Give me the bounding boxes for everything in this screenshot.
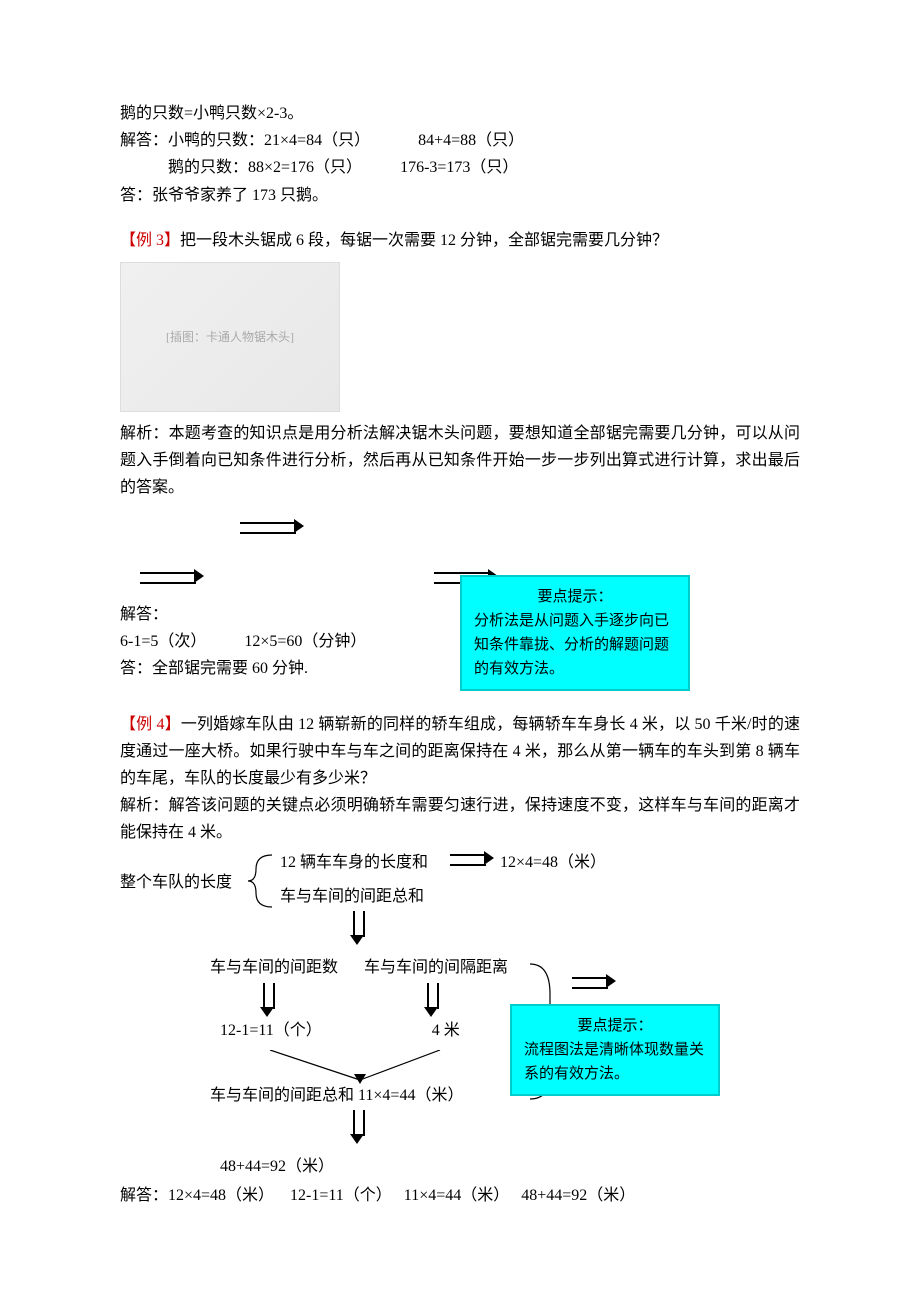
hint1-title: 要点提示：: [474, 585, 676, 609]
ex3-ans-l1a: 6-1=5（次）: [120, 628, 206, 655]
example-3: 【例 3】把一段木头锯成 6 段，每锯一次需要 12 分钟，全部锯完需要几分钟？: [120, 227, 800, 254]
ex4-answer: 解答：12×4=48（米） 12-1=11（个） 11×4=44（米） 48+4…: [120, 1182, 800, 1209]
ex4-row1-top: 12 辆车车身的长度和: [280, 849, 428, 876]
ex3-answer-block: 解答： 6-1=5（次） 12×5=60（分钟） 答：全部锯完需要 60 分钟.…: [120, 601, 800, 711]
intro-line-1: 鹅的只数=小鸭只数×2-3。: [120, 100, 800, 127]
ex4-row4: 车与车间的间距总和 11×4=44（米）: [210, 1082, 463, 1109]
ex4-row2: 车与车间的间距数 车与车间的间隔距离: [210, 954, 800, 981]
ex3-image: [插图：卡通人物锯木头]: [120, 262, 340, 412]
arrow-right-icon: [572, 974, 616, 988]
ex4-tag: 【例 4】: [120, 716, 181, 733]
intro-ans-label: 解答：: [120, 127, 168, 154]
ex4-row1-left: 整个车队的长度: [120, 869, 232, 896]
example-4: 【例 4】一列婚嫁车队由 12 辆崭新的同样的轿车组成，每辆轿车车身长 4 米，…: [120, 711, 800, 793]
hint2-title: 要点提示：: [524, 1014, 706, 1038]
intro-line-2: 解答： 小鸭的只数：21×4=84（只） 84+4=88（只）: [120, 127, 800, 154]
ex4-row1-top-calc: 12×4=48（米）: [500, 849, 606, 876]
arrow-right-icon: [140, 569, 204, 583]
arrow-right-icon: [450, 851, 494, 865]
ex4-analysis: 解析：解答该问题的关键点必须明确轿车需要匀速行进，保持速度不变，这样车与车间的距…: [120, 792, 800, 846]
hint2-body: 流程图法是清晰体现数量关系的有效方法。: [524, 1038, 706, 1086]
arrow-down-icon: [350, 1110, 364, 1144]
hint-box-1: 要点提示： 分析法是从问题入手逐步向已知条件靠拢、分析的解题问题的有效方法。: [460, 575, 690, 691]
intro-l2b: 84+4=88（只）: [418, 127, 524, 154]
ex4-row2-b: 车与车间的间隔距离: [364, 954, 508, 981]
arrow-down-icon: [350, 911, 364, 945]
ex3-arrow-row-1: [240, 512, 800, 539]
ex4-arrow-d3: [350, 1110, 800, 1153]
intro-l3a: 鹅的只数：88×2=176（只）: [168, 154, 362, 181]
ex4-row1: 整个车队的长度 12 辆车车身的长度和 12×4=48（米） 车与车间的间距总和: [120, 851, 800, 911]
ex4-mid-block: 车与车间的间距数 车与车间的间隔距离 12-1=11（个） 4 米 车与车间的间…: [120, 954, 800, 1114]
ex3-question: 把一段木头锯成 6 段，每锯一次需要 12 分钟，全部锯完需要几分钟？: [180, 232, 668, 249]
intro-line-3: 鹅的只数：88×2=176（只） 176-3=173（只）: [120, 154, 800, 181]
arrow-right-icon: [240, 519, 304, 533]
ex4-arrow-d1: [350, 911, 800, 954]
brace-icon: [248, 853, 274, 909]
ex4-row2-a: 车与车间的间距数: [210, 954, 338, 981]
intro-line-4: 答：张爷爷家养了 173 只鹅。: [120, 182, 800, 209]
ex4-row5: 48+44=92（米）: [220, 1153, 800, 1180]
converge-lines: [230, 1050, 490, 1086]
ex4-row3-a: 12-1=11（个）: [220, 1017, 322, 1044]
ex3-image-label: [插图：卡通人物锯木头]: [166, 327, 294, 347]
arrow-down-icon: [424, 983, 438, 1017]
intro-l3b: 176-3=173（只）: [400, 154, 518, 181]
ex4-row3-b: 4 米: [432, 1017, 460, 1044]
hint-box-2: 要点提示： 流程图法是清晰体现数量关系的有效方法。: [510, 1004, 720, 1096]
hint1-body: 分析法是从问题入手逐步向已知条件靠拢、分析的解题问题的有效方法。: [474, 609, 676, 681]
ex4-question: 一列婚嫁车队由 12 辆崭新的同样的轿车组成，每辆轿车车身长 4 米，以 50 …: [120, 716, 800, 787]
intro-l2a: 小鸭的只数：21×4=84（只）: [168, 127, 370, 154]
ex3-analysis: 解析：本题考查的知识点是用分析法解决锯木头问题，要想知道全部锯完需要几分钟，可以…: [120, 420, 800, 502]
ex3-tag: 【例 3】: [120, 232, 180, 249]
arrow-down-icon: [260, 983, 274, 1017]
ex4-row1-bot: 车与车间的间距总和: [280, 883, 424, 910]
ex3-ans-l1b: 12×5=60（分钟）: [244, 628, 366, 655]
page-root: 鹅的只数=小鸭只数×2-3。 解答： 小鸭的只数：21×4=84（只） 84+4…: [0, 0, 920, 1249]
